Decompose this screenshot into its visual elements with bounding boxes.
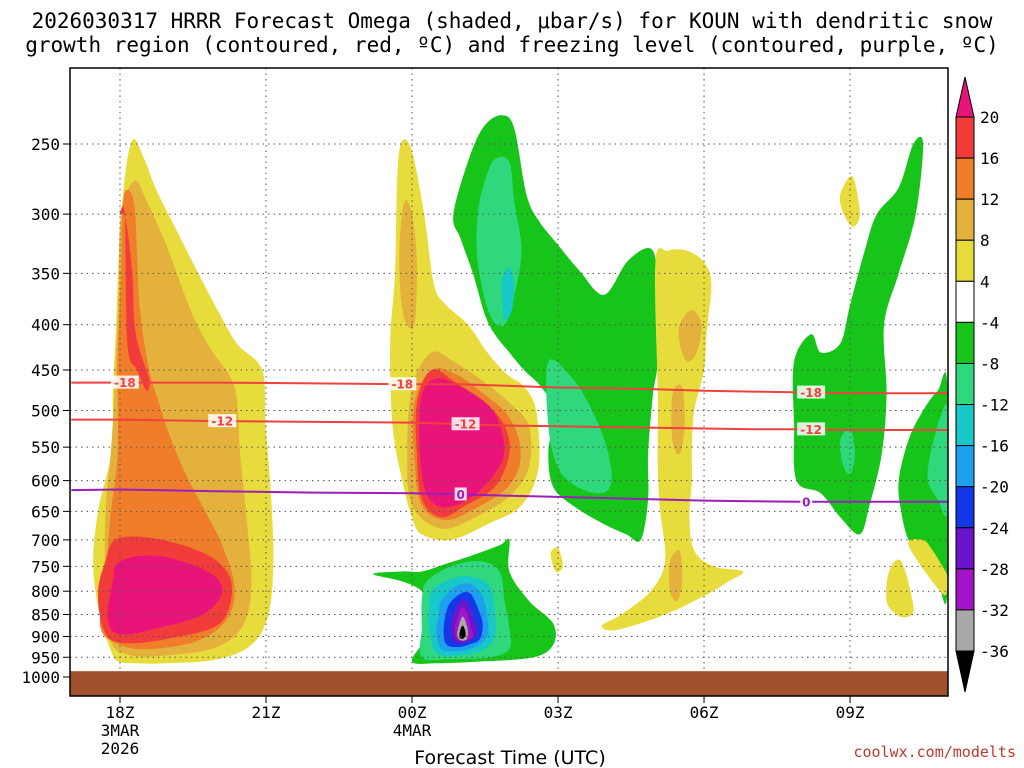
y-tick-label-350: 350 bbox=[31, 264, 60, 283]
isotherm-label-bg-1-0 bbox=[208, 414, 237, 428]
omega-region-28 bbox=[668, 549, 683, 602]
isotherm-label-0-0: -18 bbox=[114, 376, 136, 390]
x-tick-label-18Z: 18Z bbox=[106, 703, 135, 722]
omega-region-36 bbox=[550, 547, 563, 573]
y-tick-label-300: 300 bbox=[31, 205, 60, 224]
omega-region-15 bbox=[501, 267, 515, 321]
colorbar-swatch-13 bbox=[955, 609, 975, 652]
x-axis-title: Forecast Time (UTC) bbox=[414, 747, 605, 768]
colorbar-label-8: -16 bbox=[980, 437, 1009, 456]
omega-region-29 bbox=[792, 136, 924, 535]
y-tick-label-600: 600 bbox=[31, 472, 60, 491]
plot-frame bbox=[69, 67, 949, 697]
colorbar-swatch-11 bbox=[955, 527, 975, 570]
colorbar-swatch-10 bbox=[955, 486, 975, 529]
x-tick-sub2-18Z: 2026 bbox=[101, 739, 140, 758]
colorbar-swatch-3 bbox=[955, 198, 975, 241]
isotherm-label-bg-0-0 bbox=[110, 375, 139, 389]
chart-title-line1: 2026030317 HRRR Forecast Omega (shaded, … bbox=[31, 9, 993, 33]
x-tick-sub-18Z: 3MAR bbox=[101, 721, 140, 740]
y-tick-label-750: 750 bbox=[31, 557, 60, 576]
omega-region-2 bbox=[99, 189, 235, 650]
isotherm-label-1-2: -12 bbox=[800, 423, 822, 437]
y-tick-label-700: 700 bbox=[31, 531, 60, 550]
x-tick-label-00Z: 00Z bbox=[398, 703, 427, 722]
omega-region-33 bbox=[908, 538, 948, 596]
isotherm-label-bg-0-2 bbox=[797, 385, 826, 399]
colorbar-top-arrow bbox=[955, 76, 975, 118]
y-tick-label-850: 850 bbox=[31, 606, 60, 625]
y-tick-label-800: 800 bbox=[31, 582, 60, 601]
y-tick-label-650: 650 bbox=[31, 502, 60, 521]
x-tick-label-09Z: 09Z bbox=[836, 703, 865, 722]
colorbar-swatch-6 bbox=[955, 321, 975, 364]
colorbar-swatch-7 bbox=[955, 362, 975, 406]
colorbar-swatch-8 bbox=[955, 404, 975, 447]
omega-region-26 bbox=[678, 310, 702, 362]
colorbar-label-3: 8 bbox=[980, 231, 990, 250]
colorbar-label-5: -4 bbox=[980, 313, 999, 332]
colorbar-label-11: -28 bbox=[980, 560, 1009, 579]
y-tick-label-550: 550 bbox=[31, 438, 60, 457]
y-tick-label-450: 450 bbox=[31, 361, 60, 380]
colorbar-bottom-arrow bbox=[955, 650, 975, 693]
isotherm-line-0 bbox=[71, 381, 948, 395]
isotherm-label-bg-1-2 bbox=[797, 422, 826, 436]
colorbar-label-12: -32 bbox=[980, 601, 1009, 620]
colorbar-swatch-4 bbox=[955, 239, 975, 282]
colorbar-swatch-12 bbox=[955, 568, 975, 611]
isotherm-line-1 bbox=[71, 418, 948, 431]
x-tick-label-03Z: 03Z bbox=[544, 703, 573, 722]
colorbar-label-7: -12 bbox=[980, 396, 1009, 415]
colorbar-swatch-2 bbox=[955, 157, 975, 200]
credit-text: coolwx.com/modelts bbox=[853, 743, 1016, 761]
y-tick-label-250: 250 bbox=[31, 135, 60, 154]
isotherm-label-bg-2-0 bbox=[454, 487, 467, 501]
isotherm-label-0-2: -18 bbox=[800, 386, 822, 400]
isotherm-label-1-0: -12 bbox=[211, 415, 233, 429]
omega-region-24 bbox=[459, 625, 466, 639]
x-tick-sub-00Z: 4MAR bbox=[393, 721, 432, 740]
isotherm-label-bg-0-1 bbox=[388, 377, 417, 391]
chart-title-line2: growth region (contoured, red, ºC) and f… bbox=[25, 33, 999, 57]
isotherm-label-1-1: -12 bbox=[455, 418, 477, 432]
x-tick-label-06Z: 06Z bbox=[690, 703, 719, 722]
y-tick-label-1000: 1000 bbox=[21, 668, 60, 687]
colorbar-swatch-9 bbox=[955, 445, 975, 488]
y-tick-label-400: 400 bbox=[31, 316, 60, 335]
colorbar-swatch-5 bbox=[955, 280, 975, 323]
colorbar-label-2: 12 bbox=[980, 190, 999, 209]
omega-region-7 bbox=[399, 199, 417, 330]
colorbar-label-0: 20 bbox=[980, 108, 999, 127]
isotherm-label-bg-1-1 bbox=[451, 417, 480, 431]
omega-region-27 bbox=[671, 384, 685, 455]
colorbar-swatch-1 bbox=[955, 116, 975, 159]
y-tick-label-900: 900 bbox=[31, 627, 60, 646]
colorbar-label-13: -36 bbox=[980, 642, 1009, 661]
colorbar-label-6: -8 bbox=[980, 354, 999, 373]
x-tick-label-21Z: 21Z bbox=[252, 703, 281, 722]
isotherm-label-2-0: 0 bbox=[457, 488, 465, 502]
isotherm-line-2 bbox=[71, 488, 948, 503]
ground-surface bbox=[70, 671, 948, 696]
colorbar-label-1: 16 bbox=[980, 149, 999, 168]
isotherm-label-2-1: 0 bbox=[802, 495, 810, 509]
colorbar-label-4: 4 bbox=[980, 272, 990, 291]
omega-region-30 bbox=[839, 428, 855, 475]
isotherm-label-bg-2-1 bbox=[800, 494, 813, 508]
omega-region-32 bbox=[927, 404, 948, 517]
y-tick-label-500: 500 bbox=[31, 402, 60, 421]
y-tick-label-950: 950 bbox=[31, 648, 60, 667]
isotherm-label-0-1: -18 bbox=[391, 378, 413, 392]
omega-region-3 bbox=[119, 206, 150, 391]
omega-region-34 bbox=[886, 559, 914, 618]
colorbar-label-10: -24 bbox=[980, 519, 1009, 538]
colorbar-label-9: -20 bbox=[980, 478, 1009, 497]
